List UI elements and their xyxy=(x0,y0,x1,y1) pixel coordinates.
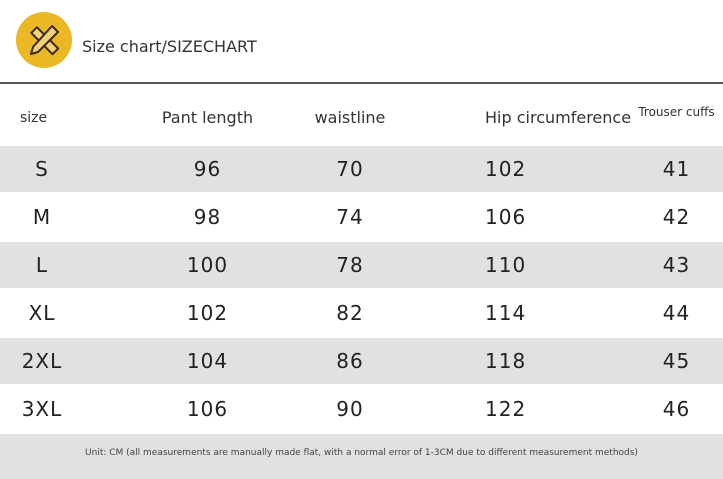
table-cell: 44 xyxy=(662,301,691,325)
table-cell: 118 xyxy=(485,349,527,373)
table-cell: 42 xyxy=(662,205,691,229)
table-cell: XL xyxy=(28,301,56,325)
table-cell: S xyxy=(35,157,49,181)
table-cell: 43 xyxy=(662,253,691,277)
column-header: Pant length xyxy=(161,108,254,127)
table-cell: 70 xyxy=(336,157,364,181)
table-cell: 114 xyxy=(485,301,527,325)
table-cell: 74 xyxy=(336,205,364,229)
table-cell: 2XL xyxy=(21,349,63,373)
table-header: size Pant length waistline Hip circumfer… xyxy=(0,95,723,141)
table-row: S 96 70 102 41 xyxy=(0,146,723,192)
table-cell: 106 xyxy=(485,205,527,229)
table-cell: 46 xyxy=(662,397,691,421)
table-cell: 86 xyxy=(336,349,364,373)
table-row: 3XL 106 90 122 46 xyxy=(0,386,723,432)
page-title: Size chart/SIZECHART xyxy=(82,37,257,56)
table-cell: 78 xyxy=(336,253,364,277)
table-cell: 110 xyxy=(485,253,527,277)
table-cell: 98 xyxy=(193,205,222,229)
table-cell: 106 xyxy=(186,397,229,421)
table-row: L 100 78 110 43 xyxy=(0,242,723,288)
table-row: XL 102 82 114 44 xyxy=(0,290,723,336)
divider xyxy=(0,82,723,84)
table-cell: 100 xyxy=(186,253,229,277)
table-cell: 104 xyxy=(186,349,229,373)
table-cell: 96 xyxy=(193,157,222,181)
table-row: 2XL 104 86 118 45 xyxy=(0,338,723,384)
table-cell: 3XL xyxy=(21,397,63,421)
column-header: size xyxy=(20,110,48,126)
table-row: M 98 74 106 42 xyxy=(0,194,723,240)
column-header: Hip circumference xyxy=(485,108,632,127)
table-cell: M xyxy=(32,205,52,229)
table-cell: 102 xyxy=(186,301,229,325)
column-header: Trouser cuffs xyxy=(638,105,715,119)
ruler-pencil-icon xyxy=(16,12,72,68)
table-cell: 102 xyxy=(485,157,527,181)
column-header: waistline xyxy=(314,108,386,127)
unit-note: Unit: CM (all measurements are manually … xyxy=(0,434,723,479)
table-cell: 82 xyxy=(336,301,364,325)
table-cell: 90 xyxy=(336,397,364,421)
table-cell: 45 xyxy=(662,349,691,373)
table-cell: 41 xyxy=(662,157,691,181)
table-cell: L xyxy=(35,253,49,277)
table-cell: 122 xyxy=(485,397,527,421)
